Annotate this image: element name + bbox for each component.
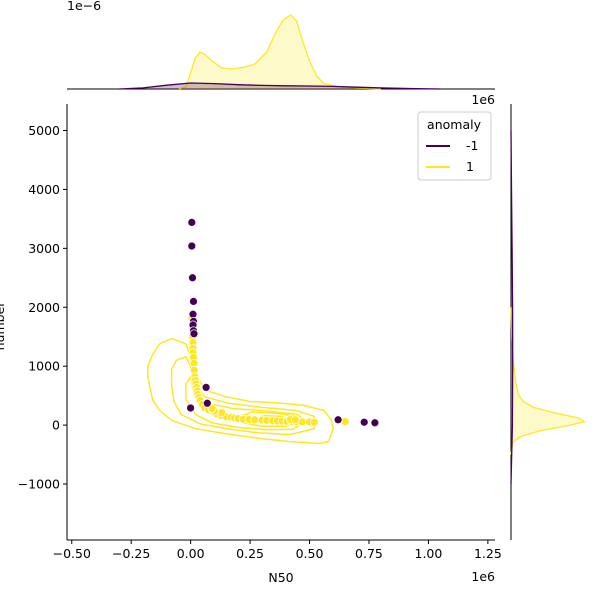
y-tick-label: −1000	[18, 477, 60, 492]
scatter-point-anomaly-1-40	[309, 417, 319, 427]
scatter-points	[186, 218, 380, 428]
top-marginal-curve-1	[178, 14, 381, 90]
scatter-point-anomaly--1-9	[186, 403, 195, 413]
y-tick-label: 1000	[28, 359, 60, 374]
x-tick-label: 0.00	[177, 546, 205, 561]
scatter-point-anomaly--1-3	[189, 297, 198, 306]
legend-title: anomaly	[427, 117, 482, 132]
kde-contour-level-1	[170, 356, 316, 436]
x-tick-label: 0.75	[355, 546, 383, 561]
scatter-point-anomaly--1-1	[187, 241, 197, 251]
x-tick-label: 1.00	[415, 546, 443, 561]
scatter-point-anomaly-1-43	[290, 415, 300, 425]
x-tick-label: −0.25	[112, 546, 150, 561]
y-tick-label: 3000	[28, 241, 60, 256]
y-offset-text: 1e6	[471, 92, 495, 107]
legend-label-neg1: -1	[466, 138, 478, 153]
x-axis-label: N50	[268, 570, 293, 585]
y-tick-label: 0	[52, 418, 60, 433]
y-axis-label: number	[0, 301, 7, 351]
scatter-point-anomaly-1-41	[340, 417, 350, 426]
x-tick-label: 0.25	[236, 546, 264, 561]
x-tick-label: −0.50	[53, 546, 91, 561]
joint-axes: −0.50 −0.25 0.00 0.25 0.50 0.75 1.00 1.25 −1000 0…	[18, 104, 502, 561]
top-marginal-curve--1	[119, 82, 441, 90]
scatter-point-anomaly--1-8	[189, 329, 199, 339]
top-marginal-fill-1	[178, 14, 381, 89]
top-marginal-density	[67, 14, 495, 90]
kde-contours	[147, 337, 335, 445]
y-tick-label: 4000	[28, 182, 60, 197]
scatter-point-anomaly--1-14	[370, 418, 380, 428]
right-marginal-density	[510, 104, 587, 540]
scatter-point-anomaly-1-44	[217, 408, 226, 418]
x-tick-label: 0.50	[296, 546, 324, 561]
scatter-point-anomaly-1-29	[250, 415, 260, 425]
x-tick-label: 1.25	[474, 546, 502, 561]
right-marginal-fill-1	[511, 307, 585, 455]
y-tick-label: 5000	[28, 123, 60, 138]
scatter-point-anomaly--1-2	[188, 273, 197, 283]
scatter-point-anomaly--1-10	[201, 383, 211, 392]
x-offset-text: 1e6	[471, 569, 495, 584]
scatter-point-anomaly--1-0	[187, 218, 197, 227]
legend-label-1: 1	[466, 159, 474, 174]
legend-frame	[417, 111, 492, 181]
top-marginal-offset-text: 1e−6	[67, 0, 101, 13]
scatter-point-anomaly--1-12	[333, 415, 343, 425]
scatter-point-anomaly--1-13	[359, 417, 369, 427]
y-tick-label: 2000	[28, 300, 60, 315]
right-marginal-curve--1	[510, 130, 514, 485]
scatter-point-anomaly--1-11	[202, 398, 212, 408]
kde-contour-level-0	[147, 337, 335, 445]
legend: anomaly -1 1	[417, 111, 492, 181]
